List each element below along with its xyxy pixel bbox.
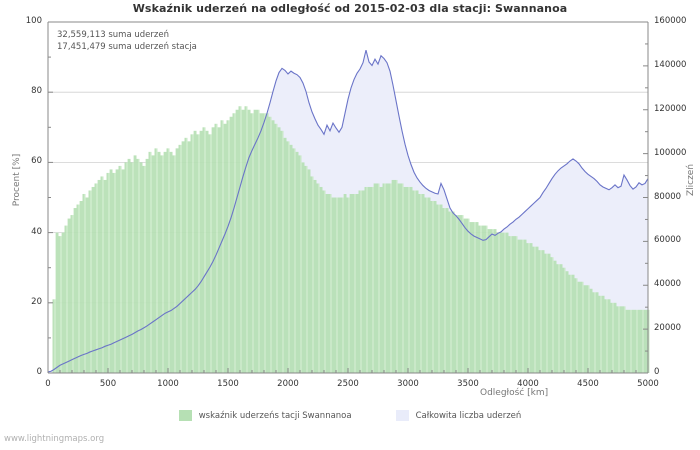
y-tick-right-120000: 120000 — [654, 103, 687, 114]
y-tick-left-80: 80 — [31, 86, 42, 97]
x-tick-5000: 5000 — [637, 379, 659, 389]
y-tick-right-140000: 140000 — [654, 59, 687, 70]
x-tick-0: 0 — [45, 379, 51, 389]
page-title: Wskaźnik uderzeń na odległość od 2015-02… — [132, 2, 568, 15]
y-tick-left-60: 60 — [31, 156, 42, 167]
y-tick-left-100: 100 — [25, 16, 42, 26]
watermark: www.lightningmaps.org — [4, 434, 105, 444]
x-tick-3000: 3000 — [397, 379, 419, 389]
x-axis-label: Odległość [km] — [480, 388, 549, 398]
y-tick-right-0: 0 — [654, 367, 660, 377]
y-tick-right-100000: 100000 — [654, 147, 687, 158]
y-tick-right-160000: 160000 — [654, 16, 687, 26]
y-tick-right-20000: 20000 — [654, 323, 682, 334]
x-tick-3500: 3500 — [457, 379, 479, 389]
y-tick-right-80000: 80000 — [654, 191, 682, 202]
y-tick-right-40000: 40000 — [654, 279, 682, 290]
y-tick-left-20: 20 — [31, 296, 42, 307]
x-tick-2500: 2500 — [337, 379, 359, 389]
x-tick-4500: 4500 — [577, 379, 599, 389]
legend-item-total-strikes: Całkowita liczba uderzeń — [395, 410, 522, 421]
x-tick-1000: 1000 — [157, 379, 179, 389]
legend-swatch-green — [178, 410, 192, 421]
x-tick-4000: 4000 — [517, 379, 539, 389]
x-tick-1500: 1500 — [217, 379, 239, 389]
annotation-station-strikes: 17,451,479 suma uderzeń stacja — [57, 42, 197, 52]
chart-legend: wskaźnik uderzeńs tacji Swannanoa Całkow… — [0, 410, 700, 421]
x-tick-500: 500 — [99, 379, 117, 389]
legend-swatch-blue — [395, 410, 409, 421]
legend-item-station-rate: wskaźnik uderzeńs tacji Swannanoa — [178, 410, 352, 421]
x-tick-2000: 2000 — [277, 379, 299, 389]
y-axis-left-label: Procent [%] — [12, 153, 22, 207]
y-tick-left-40: 40 — [31, 226, 42, 237]
legend-label-total-strikes: Całkowita liczba uderzeń — [415, 410, 522, 421]
annotation-total-strikes: 32,559,113 suma uderzeń — [57, 30, 169, 40]
legend-label-station-rate: wskaźnik uderzeńs tacji Swannanoa — [198, 410, 352, 421]
y-tick-left-0: 0 — [36, 367, 42, 377]
y-tick-right-60000: 60000 — [654, 235, 682, 246]
